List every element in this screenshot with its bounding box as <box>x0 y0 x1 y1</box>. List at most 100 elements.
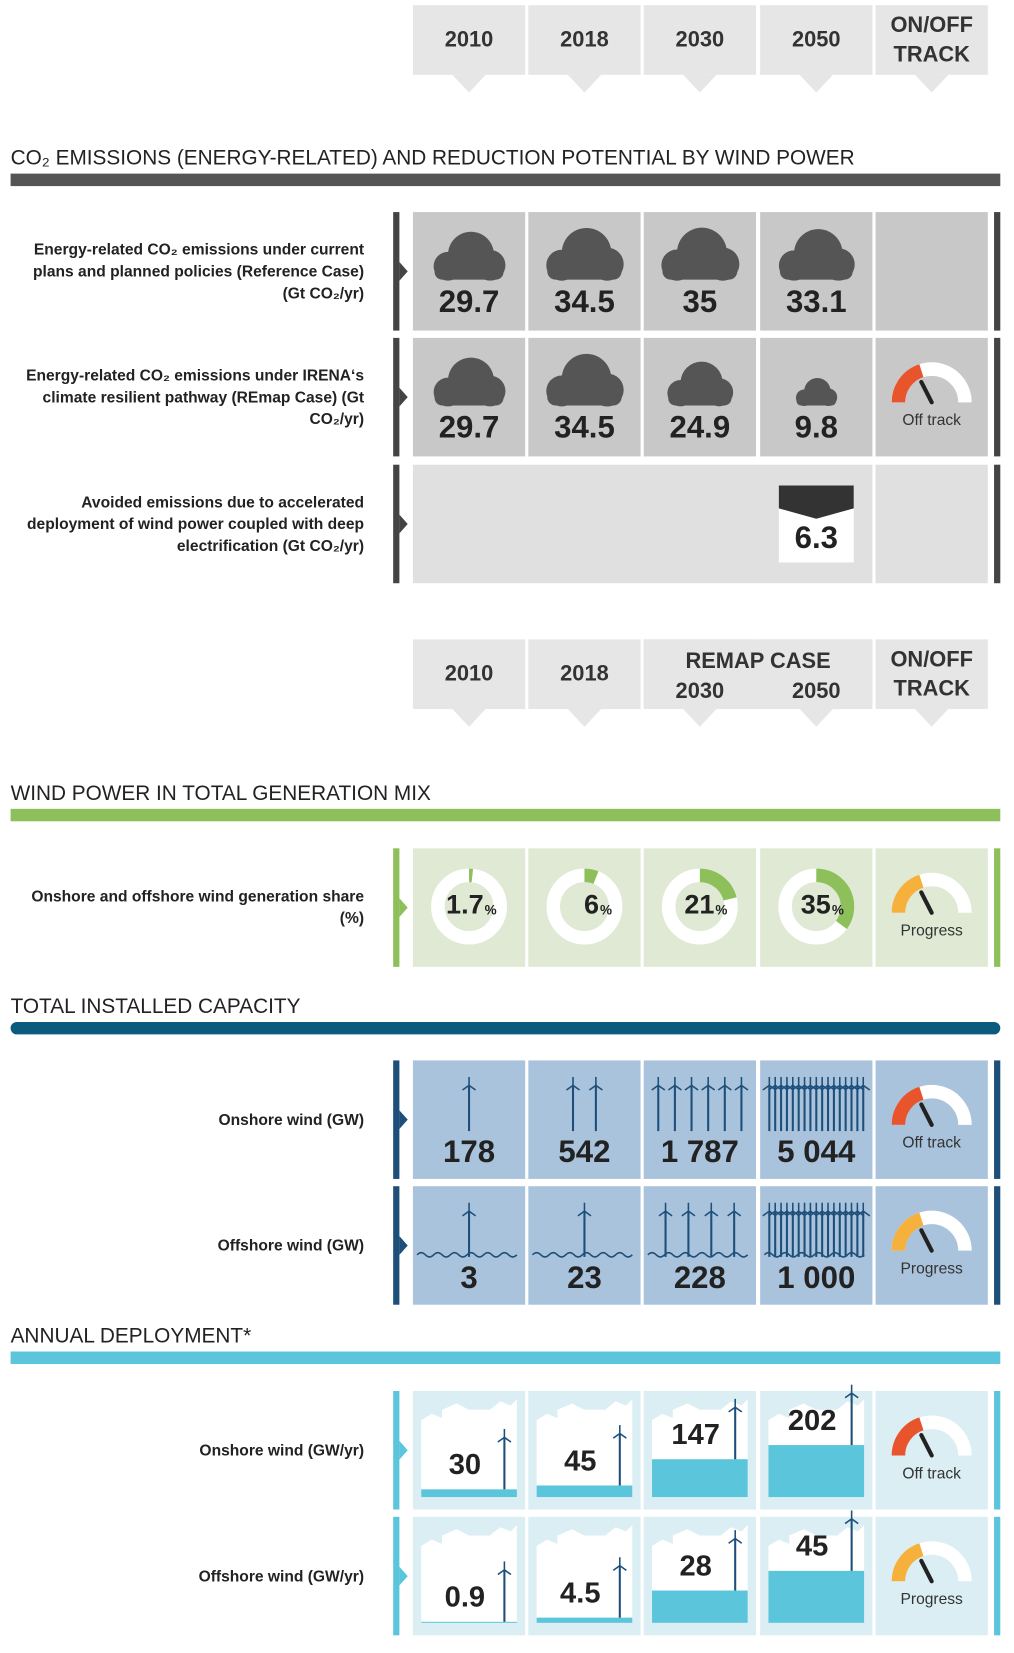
deployment-bar <box>537 1618 633 1623</box>
header-pointer <box>915 709 948 727</box>
case-label: REMAP CASE <box>685 648 830 673</box>
unit-label: % <box>485 902 497 917</box>
section-title: CO₂ EMISSIONS (ENERGY-RELATED) AND REDUC… <box>11 147 855 170</box>
section-title: ANNUAL DEPLOYMENT* <box>11 1324 252 1347</box>
row-label: Energy-related CO₂ emissions under IRENA… <box>21 338 364 457</box>
value-label: 1 000 <box>777 1260 855 1295</box>
row-accent <box>994 1391 1000 1510</box>
value-label: 45 <box>796 1531 828 1563</box>
unit-label: % <box>715 902 727 917</box>
row-accent <box>994 465 1000 584</box>
unit-label: % <box>600 902 612 917</box>
section-title: WIND POWER IN TOTAL GENERATION MIX <box>11 782 431 805</box>
value-label: 1 787 <box>661 1134 739 1169</box>
value-label: 9.8 <box>795 410 838 445</box>
cloud-part <box>547 389 621 406</box>
row-arrow <box>399 262 407 281</box>
value-label: 24.9 <box>670 410 731 445</box>
status-label: Progress <box>901 1591 964 1608</box>
year-label: 2018 <box>560 660 609 685</box>
deployment-bar <box>768 1571 864 1623</box>
row-accent <box>393 465 399 584</box>
value-label: 30 <box>449 1449 481 1481</box>
year-label: 2050 <box>792 678 841 703</box>
row-accent <box>994 848 1000 967</box>
value-label: 35 <box>683 284 718 319</box>
cell <box>876 465 988 584</box>
section-bar <box>11 1022 1001 1034</box>
row-accent <box>393 1517 399 1636</box>
header-pointer <box>915 75 948 93</box>
row-label: Onshore wind (GW) <box>21 1060 364 1179</box>
cloud-part <box>435 390 504 405</box>
row-label-box: Offshore wind (GW) <box>21 1186 364 1305</box>
row-label: Offshore wind (GW/yr) <box>21 1517 364 1636</box>
deployment-bar <box>421 1489 517 1497</box>
year-label: 2010 <box>445 660 494 685</box>
track-header: ON/OFF TRACK <box>880 5 984 75</box>
row-label-box: Onshore wind (GW) <box>21 1060 364 1179</box>
row-arrow <box>399 1441 407 1460</box>
row-accent <box>994 338 1000 457</box>
row-accent <box>393 1060 399 1179</box>
cloud-part <box>662 263 737 280</box>
status-label: Progress <box>901 1261 964 1278</box>
value-label: 35 <box>801 890 831 920</box>
status-label: Off track <box>902 1465 961 1482</box>
section-bar <box>11 809 1001 821</box>
row-accent <box>393 212 399 331</box>
row-label-box: Energy-related CO₂ emissions under IRENA… <box>21 338 364 457</box>
value-label: 4.5 <box>560 1577 600 1609</box>
track-header: ON/OFF TRACK <box>880 639 984 709</box>
row-label: Energy-related CO₂ emissions under curre… <box>21 212 364 331</box>
value-label: 6.3 <box>795 520 838 555</box>
value-label: 0.9 <box>445 1582 485 1614</box>
cloud-part <box>435 264 504 279</box>
cloud-part <box>668 391 731 405</box>
row-accent <box>393 338 399 457</box>
track-header-box: ON/OFF TRACK <box>880 639 984 709</box>
deployment-bar <box>652 1459 748 1497</box>
header-pointer <box>568 709 601 727</box>
value-label: 202 <box>788 1405 837 1437</box>
row-accent <box>994 212 1000 331</box>
infographic: 2010201820302050ON/OFF TRACK20102018REMA… <box>0 0 1014 1653</box>
row-accent <box>994 1186 1000 1305</box>
row-arrow <box>399 898 407 917</box>
row-label: Avoided emissions due to accelerated dep… <box>21 465 364 584</box>
value-label: 29.7 <box>439 284 500 319</box>
status-label: Progress <box>901 923 964 940</box>
value-label: 228 <box>674 1260 726 1295</box>
row-label: Onshore wind (GW/yr) <box>21 1391 364 1510</box>
section-title: TOTAL INSTALLED CAPACITY <box>11 995 301 1018</box>
row-arrow <box>399 1567 407 1586</box>
value-label: 33.1 <box>786 284 847 319</box>
row-arrow <box>399 1110 407 1129</box>
value-label: 178 <box>443 1134 495 1169</box>
value-label: 34.5 <box>554 284 615 319</box>
value-label: 542 <box>558 1134 610 1169</box>
status-label: Off track <box>902 1135 961 1152</box>
header-pointer <box>800 709 833 727</box>
value-label: 21 <box>684 890 714 920</box>
track-header-box: ON/OFF TRACK <box>880 5 984 75</box>
value-label: 3 <box>460 1260 477 1295</box>
value-label: 23 <box>567 1260 602 1295</box>
header-pointer <box>568 75 601 93</box>
unit-label: % <box>832 902 844 917</box>
row-label-box: Onshore and offshore wind generation sha… <box>21 848 364 967</box>
value-label: 1.7 <box>446 890 484 920</box>
row-label: Onshore and offshore wind generation sha… <box>21 848 364 967</box>
header-pointer <box>452 75 485 93</box>
value-label: 5 044 <box>777 1134 856 1169</box>
deployment-bar <box>421 1622 517 1623</box>
year-label: 2030 <box>676 678 725 703</box>
row-accent <box>393 1186 399 1305</box>
value-label: 28 <box>680 1550 712 1582</box>
value-label: 29.7 <box>439 410 500 445</box>
row-arrow <box>399 515 407 534</box>
value-label: 45 <box>564 1445 596 1477</box>
value-label: 34.5 <box>554 410 615 445</box>
section-bar <box>11 1352 1001 1364</box>
row-accent <box>994 1060 1000 1179</box>
